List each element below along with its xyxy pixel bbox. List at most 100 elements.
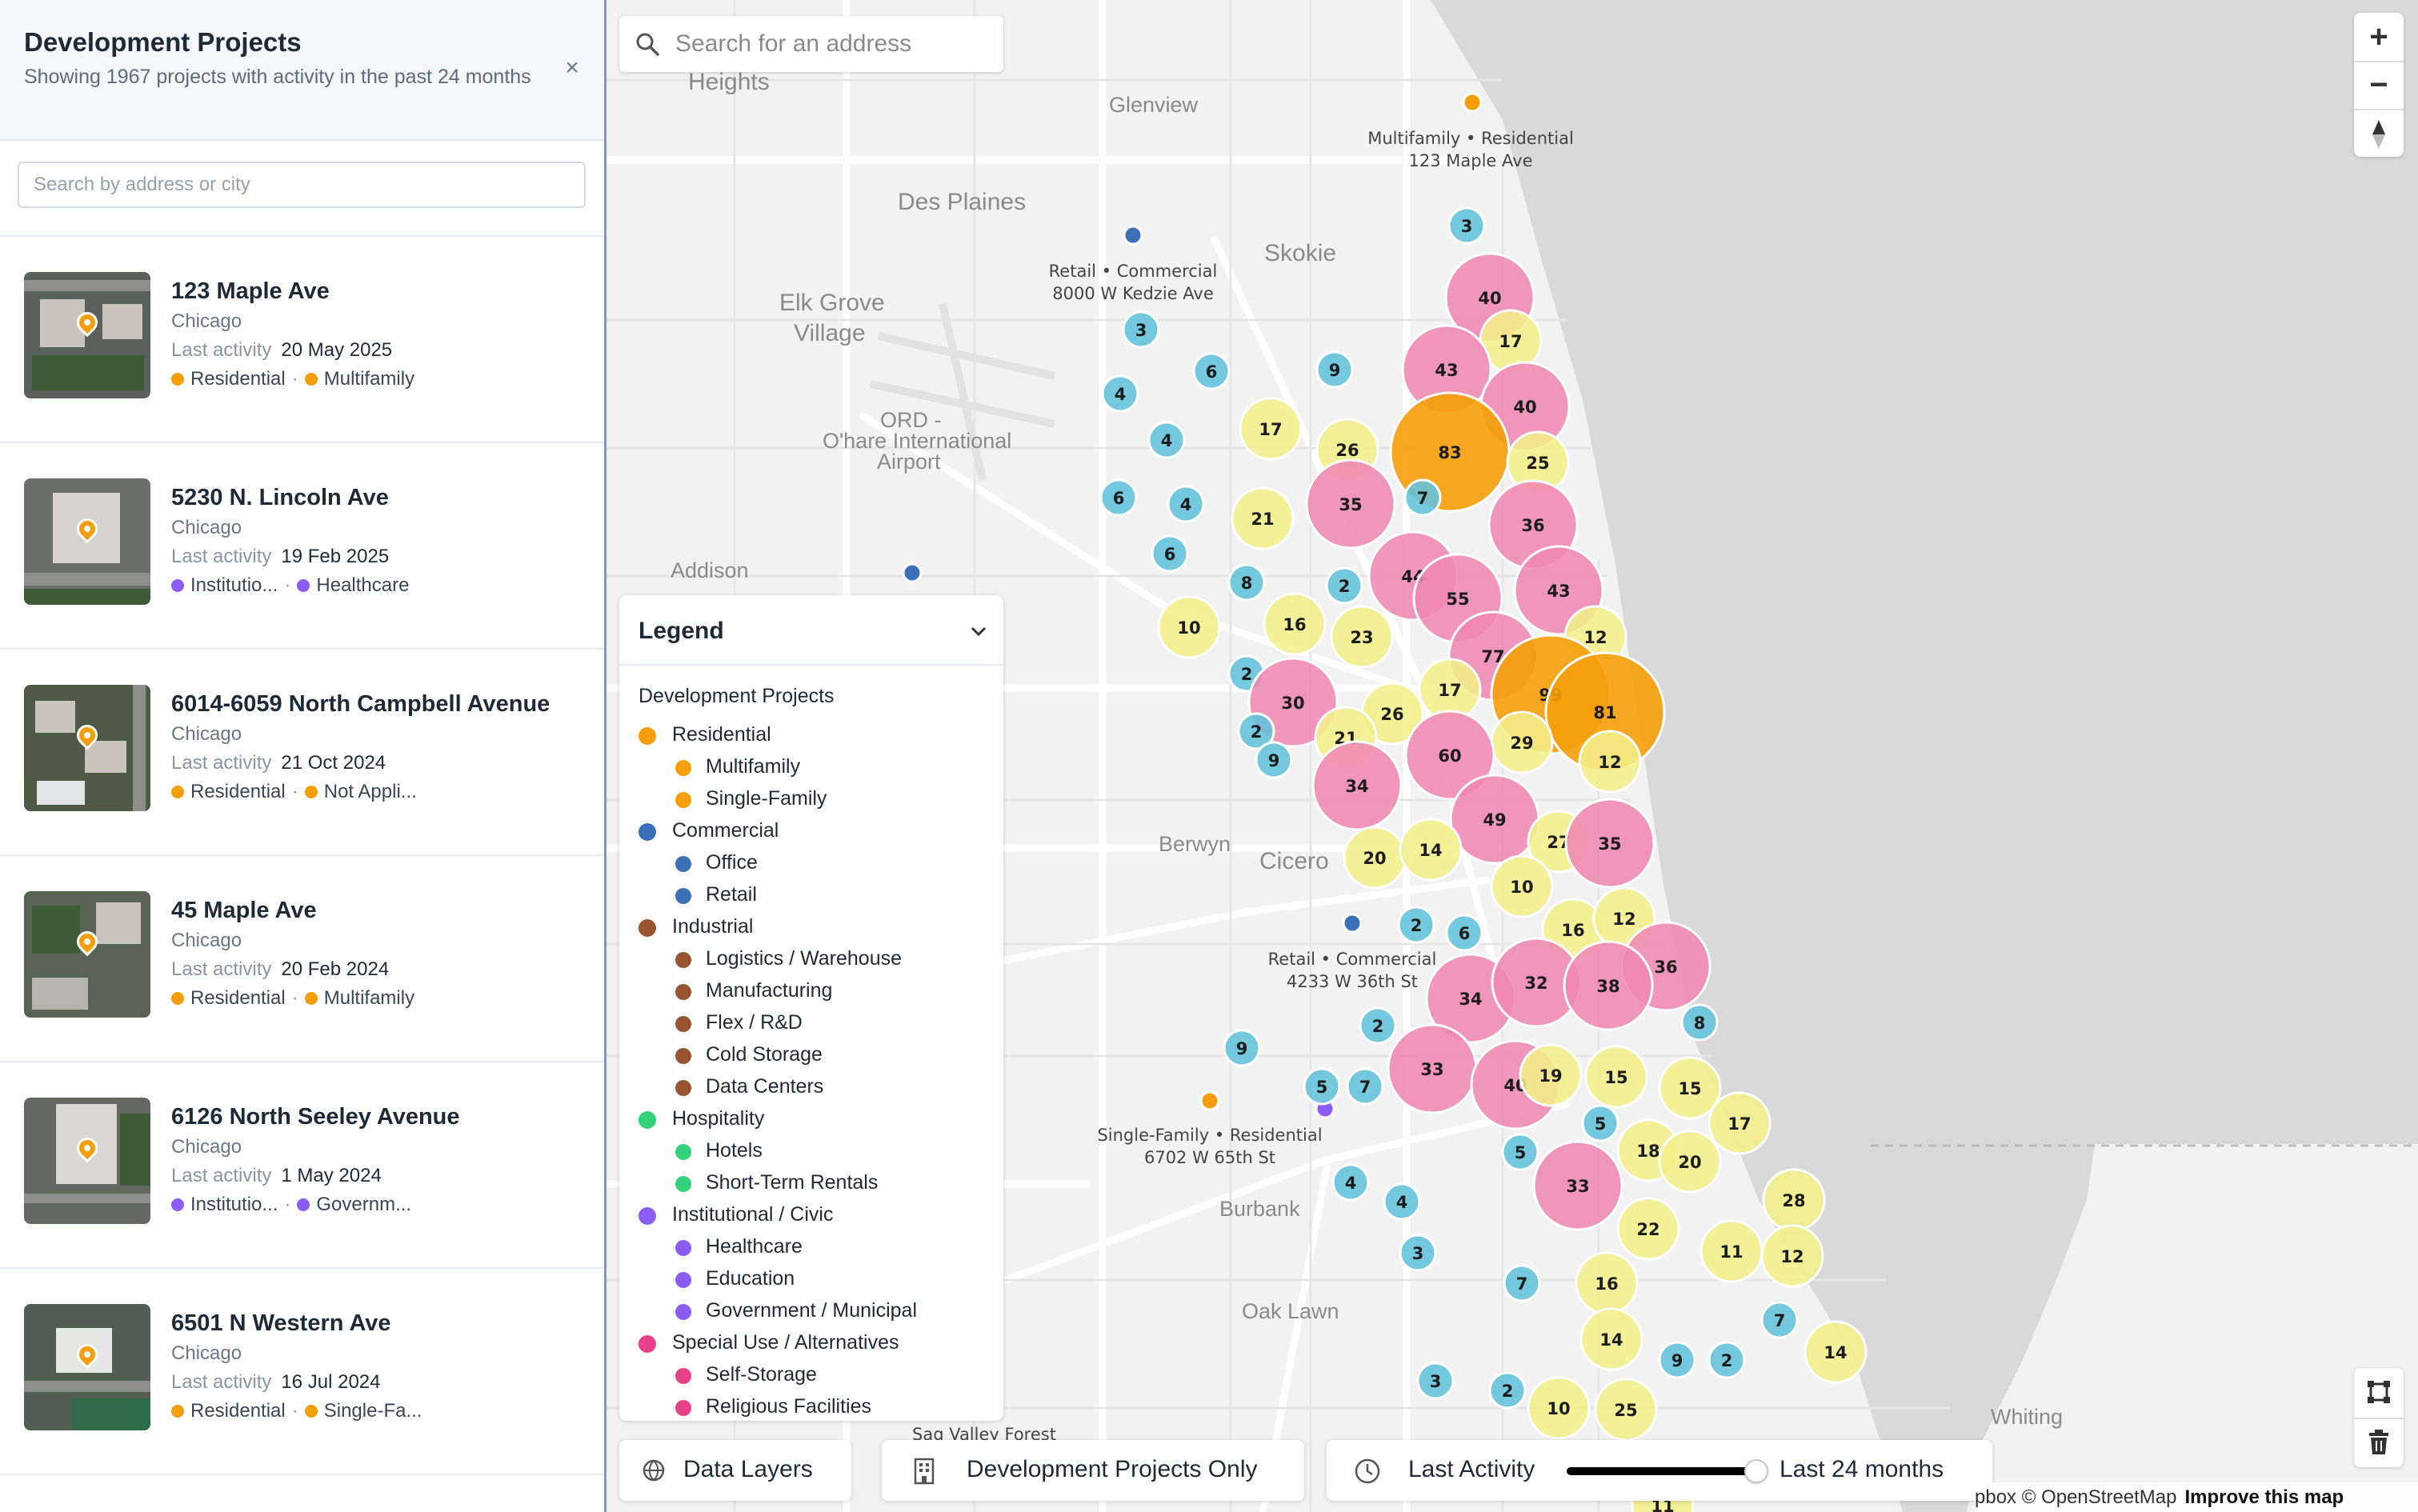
cluster-marker[interactable]: [1760, 1301, 1799, 1339]
legend-item[interactable]: Institutional / Civic: [619, 1200, 1003, 1232]
cluster-marker[interactable]: [1397, 906, 1435, 944]
zoom-out-button[interactable]: −: [2369, 67, 2388, 102]
cluster-marker[interactable]: [1305, 458, 1396, 550]
cluster-marker[interactable]: [1263, 592, 1327, 656]
address-search-input[interactable]: [675, 26, 987, 62]
data-layers-button[interactable]: Data Layers: [619, 1440, 851, 1501]
legend-item[interactable]: Logistics / Warehouse: [619, 944, 1003, 976]
legend-item[interactable]: Retail: [619, 880, 1003, 912]
cluster-marker[interactable]: [1101, 374, 1139, 413]
cluster-marker[interactable]: [1579, 1307, 1643, 1371]
legend-item[interactable]: Religious Facilities: [619, 1392, 1003, 1421]
cluster-marker[interactable]: [1404, 710, 1495, 801]
trash-icon[interactable]: [2366, 1429, 2392, 1456]
legend-item[interactable]: Education: [619, 1264, 1003, 1296]
cluster-marker[interactable]: [1239, 397, 1303, 461]
legend-item[interactable]: Self-Storage: [619, 1360, 1003, 1392]
cluster-marker[interactable]: [1563, 940, 1654, 1031]
cluster-marker[interactable]: [1519, 1043, 1583, 1107]
cluster-marker[interactable]: [1581, 1104, 1619, 1142]
legend-item[interactable]: Industrial: [619, 912, 1003, 944]
cluster-marker[interactable]: [1192, 352, 1231, 390]
cluster-marker[interactable]: [1803, 1320, 1868, 1384]
list-item[interactable]: 6014-6059 North Campbell Avenue Chicago …: [0, 650, 604, 856]
legend-item[interactable]: Short-Term Rentals: [619, 1168, 1003, 1200]
cluster-marker[interactable]: [1503, 1264, 1541, 1302]
cluster-marker[interactable]: [1707, 1091, 1771, 1155]
cluster-marker[interactable]: [1658, 1341, 1696, 1379]
cluster-marker[interactable]: [1346, 1067, 1384, 1106]
project-point[interactable]: [1199, 1090, 1220, 1111]
cluster-marker[interactable]: [1445, 914, 1483, 952]
legend-item[interactable]: Hospitality: [619, 1104, 1003, 1136]
cluster-marker[interactable]: [1416, 1362, 1455, 1400]
cluster-marker[interactable]: [1331, 1163, 1370, 1202]
project-search-input[interactable]: [18, 162, 586, 208]
cluster-marker[interactable]: [1315, 350, 1354, 389]
legend-item[interactable]: Hotels: [619, 1136, 1003, 1168]
legend-item[interactable]: Multifamily: [619, 752, 1003, 784]
project-point[interactable]: [1342, 913, 1363, 934]
legend-item[interactable]: Flex / R&D: [619, 1008, 1003, 1040]
list-item[interactable]: 6126 North Seeley Avenue Chicago Last ac…: [0, 1062, 604, 1269]
cluster-marker[interactable]: [1099, 478, 1138, 517]
cluster-marker[interactable]: [1227, 563, 1266, 602]
legend-item[interactable]: Office: [619, 848, 1003, 880]
legend-item[interactable]: Residential: [619, 720, 1003, 752]
cluster-marker[interactable]: [1399, 1234, 1437, 1272]
close-icon[interactable]: ×: [565, 54, 579, 81]
cluster-marker[interactable]: [1359, 1006, 1397, 1045]
cluster-marker[interactable]: [1237, 712, 1275, 750]
cluster-marker[interactable]: [1616, 1197, 1680, 1261]
legend-item[interactable]: Manufacturing: [619, 976, 1003, 1008]
draw-polygon-icon[interactable]: [2366, 1379, 2392, 1405]
cluster-marker[interactable]: [1157, 595, 1221, 659]
cluster-marker[interactable]: [1527, 1376, 1591, 1440]
legend-header[interactable]: Legend: [619, 595, 1003, 666]
list-item[interactable]: 123 Maple Ave Chicago Last activity 20 Ma…: [0, 237, 604, 443]
cluster-marker[interactable]: [1151, 534, 1189, 573]
cluster-marker[interactable]: [1167, 485, 1205, 523]
cluster-marker[interactable]: [1311, 740, 1403, 831]
activity-slider-track[interactable]: [1567, 1467, 1754, 1475]
cluster-marker[interactable]: [1532, 1140, 1623, 1231]
legend-item[interactable]: Special Use / Alternatives: [619, 1328, 1003, 1360]
cluster-marker[interactable]: [1658, 1056, 1722, 1120]
list-item[interactable]: 5230 N. Lincoln Ave Chicago Last activit…: [0, 443, 604, 650]
cluster-marker[interactable]: [1658, 1130, 1722, 1194]
development-only-button[interactable]: Development Projects Only: [882, 1440, 1304, 1501]
legend-item[interactable]: Government / Municipal: [619, 1296, 1003, 1328]
address-search[interactable]: [619, 16, 1003, 72]
legend-item[interactable]: Commercial: [619, 816, 1003, 848]
cluster-marker[interactable]: [1147, 421, 1186, 459]
project-point[interactable]: [902, 562, 923, 583]
cluster-marker[interactable]: [1325, 566, 1363, 605]
cluster-marker[interactable]: [1383, 1182, 1421, 1221]
legend-item[interactable]: Data Centers: [619, 1072, 1003, 1104]
cluster-marker[interactable]: [1488, 1371, 1527, 1410]
chevron-down-icon[interactable]: [970, 622, 987, 640]
project-point[interactable]: [1123, 225, 1143, 246]
list-item[interactable]: 45 Maple Ave Chicago Last activity 20 Feb…: [0, 856, 604, 1062]
cluster-marker[interactable]: [1231, 486, 1295, 550]
cluster-marker[interactable]: [1501, 1133, 1539, 1171]
cluster-marker[interactable]: [1223, 1029, 1261, 1067]
cluster-marker[interactable]: [1760, 1224, 1824, 1288]
cluster-marker[interactable]: [1680, 1003, 1719, 1042]
cluster-marker[interactable]: [1584, 1045, 1648, 1109]
cluster-marker[interactable]: [1578, 730, 1642, 794]
list-item[interactable]: 6501 N Western Ave Chicago Last activity…: [0, 1269, 604, 1475]
legend-item[interactable]: Healthcare: [619, 1232, 1003, 1264]
cluster-marker[interactable]: [1122, 310, 1160, 349]
map-canvas[interactable]: Heights Glenview Des Plaines Skokie Elk …: [607, 0, 2418, 1512]
activity-slider-thumb[interactable]: [1744, 1459, 1768, 1483]
cluster-marker[interactable]: [1330, 605, 1394, 669]
cluster-marker[interactable]: [1447, 206, 1486, 245]
cluster-marker[interactable]: [1403, 478, 1442, 517]
cluster-marker[interactable]: [1399, 818, 1463, 882]
cluster-marker[interactable]: [1707, 1341, 1746, 1379]
cluster-marker[interactable]: [1564, 798, 1655, 889]
legend-item[interactable]: Cold Storage: [619, 1040, 1003, 1072]
project-point[interactable]: [1462, 92, 1483, 113]
legend-item[interactable]: Single-Family: [619, 784, 1003, 816]
